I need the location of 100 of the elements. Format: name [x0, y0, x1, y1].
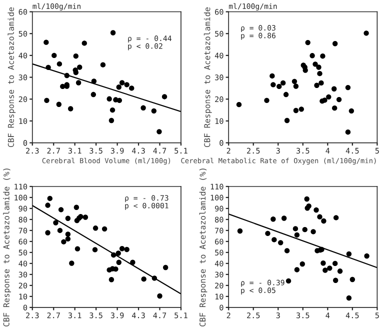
point [68, 106, 74, 112]
point [45, 202, 50, 208]
point [129, 86, 134, 91]
y-axis-title: CBF Response to Acetazolamide [8, 7, 16, 148]
point [236, 102, 242, 108]
point [270, 82, 276, 88]
point [364, 30, 369, 36]
y-axis-title: CBF Response to Acetazolamide (%) [199, 168, 208, 326]
point [77, 64, 82, 70]
point [116, 260, 122, 265]
point [333, 215, 339, 220]
point [56, 102, 62, 107]
point [322, 98, 328, 103]
point [332, 105, 338, 111]
point [110, 107, 116, 113]
point [348, 108, 354, 114]
point [317, 214, 322, 220]
point [65, 236, 71, 242]
point [157, 293, 162, 299]
point [320, 53, 326, 59]
point [310, 53, 315, 58]
point [73, 53, 78, 59]
point [310, 229, 316, 234]
point [302, 226, 308, 232]
point [45, 230, 50, 236]
point [44, 98, 50, 104]
point [346, 251, 352, 257]
point [90, 92, 96, 98]
point [284, 118, 290, 124]
point [82, 40, 87, 46]
point [270, 73, 275, 79]
point [52, 52, 57, 58]
point [65, 216, 71, 221]
y-axis-title: CBF Response to Acetazolamide [204, 7, 212, 148]
point [306, 203, 312, 209]
point [151, 108, 157, 114]
point [332, 278, 338, 283]
point [350, 276, 356, 282]
point [76, 80, 82, 86]
point [110, 30, 116, 36]
point [119, 80, 125, 86]
point [47, 196, 52, 202]
point [292, 78, 298, 84]
point [294, 267, 300, 272]
point [106, 96, 112, 102]
point [332, 260, 338, 266]
point [280, 80, 286, 86]
point [304, 196, 310, 202]
point [283, 92, 289, 98]
point [284, 248, 290, 254]
point [316, 64, 322, 70]
point [61, 239, 66, 244]
point [265, 230, 270, 236]
point [345, 84, 351, 90]
point [337, 268, 343, 274]
point [162, 264, 168, 270]
point [56, 61, 62, 67]
point [314, 82, 320, 88]
point [281, 216, 287, 221]
point [286, 278, 292, 284]
point [53, 220, 58, 226]
point [272, 237, 277, 242]
point [317, 70, 322, 76]
point [293, 108, 299, 114]
point [100, 62, 106, 68]
point [345, 130, 351, 135]
point [327, 266, 332, 271]
point [314, 207, 319, 213]
point [298, 106, 304, 112]
point [108, 118, 114, 124]
point [364, 253, 370, 259]
point [237, 228, 243, 234]
point [264, 98, 270, 104]
point [270, 216, 276, 222]
point [74, 246, 80, 252]
point [292, 226, 298, 232]
point [92, 247, 98, 252]
point [102, 226, 108, 232]
point [162, 94, 168, 100]
point [82, 214, 88, 220]
point [326, 94, 332, 100]
point [322, 268, 328, 273]
y-axis-title: CBF Response to Acetazolamide (%) [3, 168, 11, 326]
point [320, 260, 326, 266]
point [92, 226, 98, 231]
point [156, 129, 162, 134]
point [116, 84, 122, 90]
point [332, 41, 338, 46]
point [293, 84, 299, 89]
point [300, 261, 305, 267]
point [302, 68, 308, 73]
point [124, 246, 130, 252]
point [312, 62, 318, 67]
point [294, 232, 300, 238]
point [44, 40, 49, 45]
point [305, 40, 310, 46]
point [74, 204, 80, 210]
point [336, 96, 342, 102]
point [141, 276, 146, 282]
point [58, 207, 64, 212]
